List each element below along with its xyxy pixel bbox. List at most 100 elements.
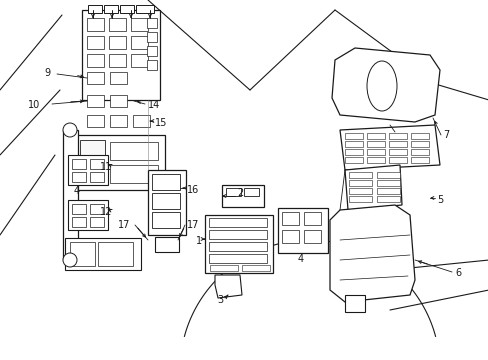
Bar bbox=[376, 180, 399, 186]
Bar bbox=[410, 141, 428, 147]
Bar bbox=[90, 172, 104, 182]
Bar bbox=[345, 141, 362, 147]
Bar bbox=[87, 72, 104, 84]
Text: 7: 7 bbox=[442, 130, 448, 140]
Bar bbox=[388, 141, 406, 147]
Bar bbox=[345, 133, 362, 139]
Bar bbox=[90, 159, 104, 169]
Bar bbox=[304, 212, 320, 225]
Bar bbox=[348, 180, 371, 186]
Bar bbox=[68, 200, 108, 230]
Bar bbox=[131, 36, 148, 49]
Text: 3: 3 bbox=[217, 295, 223, 305]
Bar bbox=[388, 149, 406, 155]
Bar bbox=[110, 115, 127, 127]
Polygon shape bbox=[339, 125, 439, 170]
Bar bbox=[147, 46, 157, 56]
Bar bbox=[282, 212, 298, 225]
Bar bbox=[208, 230, 266, 239]
Bar bbox=[242, 265, 269, 271]
Text: 15: 15 bbox=[155, 118, 167, 128]
Bar bbox=[136, 5, 154, 13]
Text: 17: 17 bbox=[118, 220, 130, 230]
Bar bbox=[208, 254, 266, 263]
Bar bbox=[348, 196, 371, 202]
Bar bbox=[152, 212, 180, 228]
Polygon shape bbox=[215, 275, 242, 298]
Bar bbox=[376, 196, 399, 202]
Bar bbox=[133, 115, 150, 127]
Ellipse shape bbox=[366, 61, 396, 111]
Bar bbox=[72, 204, 86, 214]
Text: 6: 6 bbox=[454, 268, 460, 278]
Bar bbox=[147, 32, 157, 42]
Bar bbox=[208, 218, 266, 227]
Bar bbox=[68, 155, 108, 185]
Text: 4: 4 bbox=[297, 254, 304, 264]
Bar bbox=[80, 140, 105, 185]
Polygon shape bbox=[345, 165, 401, 210]
Bar bbox=[110, 95, 127, 107]
Bar bbox=[147, 60, 157, 70]
Polygon shape bbox=[329, 205, 414, 302]
Bar bbox=[376, 172, 399, 178]
Bar bbox=[87, 54, 104, 67]
Text: 12: 12 bbox=[100, 207, 112, 217]
Bar bbox=[282, 230, 298, 243]
Bar bbox=[87, 18, 104, 31]
Bar bbox=[87, 115, 104, 127]
Bar bbox=[98, 242, 133, 266]
Bar bbox=[388, 133, 406, 139]
Bar bbox=[244, 188, 259, 196]
Bar bbox=[410, 133, 428, 139]
Bar bbox=[204, 215, 272, 273]
Bar bbox=[345, 157, 362, 163]
Bar bbox=[410, 157, 428, 163]
Polygon shape bbox=[82, 10, 160, 100]
Text: 14: 14 bbox=[148, 100, 160, 110]
Bar bbox=[366, 157, 384, 163]
Text: 16: 16 bbox=[186, 185, 199, 195]
Bar bbox=[345, 149, 362, 155]
Bar bbox=[152, 193, 180, 209]
Text: 17: 17 bbox=[186, 220, 199, 230]
Bar bbox=[90, 204, 104, 214]
Bar bbox=[65, 238, 141, 270]
Polygon shape bbox=[63, 130, 78, 260]
Bar bbox=[348, 188, 371, 194]
Bar bbox=[304, 230, 320, 243]
Bar bbox=[72, 217, 86, 227]
Bar bbox=[366, 141, 384, 147]
Text: 10: 10 bbox=[28, 100, 40, 110]
Bar bbox=[376, 188, 399, 194]
Bar bbox=[209, 265, 238, 271]
Bar bbox=[109, 54, 126, 67]
Text: 11: 11 bbox=[100, 162, 112, 172]
Bar bbox=[87, 95, 104, 107]
Bar bbox=[366, 149, 384, 155]
Bar bbox=[152, 174, 180, 190]
Bar bbox=[131, 54, 148, 67]
Bar bbox=[72, 159, 86, 169]
Bar bbox=[87, 36, 104, 49]
Circle shape bbox=[63, 123, 77, 137]
Polygon shape bbox=[331, 48, 439, 122]
Bar bbox=[155, 237, 179, 252]
Bar bbox=[410, 149, 428, 155]
Bar bbox=[110, 165, 158, 183]
Bar bbox=[110, 72, 127, 84]
Bar bbox=[225, 188, 241, 196]
Bar bbox=[147, 18, 157, 28]
Bar bbox=[88, 5, 102, 13]
Bar bbox=[72, 172, 86, 182]
Bar bbox=[120, 5, 134, 13]
Polygon shape bbox=[345, 295, 364, 312]
Circle shape bbox=[63, 253, 77, 267]
Bar bbox=[366, 133, 384, 139]
Text: 5: 5 bbox=[436, 195, 442, 205]
Text: 1: 1 bbox=[196, 236, 202, 246]
Bar bbox=[70, 242, 95, 266]
Bar bbox=[90, 217, 104, 227]
Bar bbox=[148, 170, 185, 235]
Bar bbox=[208, 242, 266, 251]
